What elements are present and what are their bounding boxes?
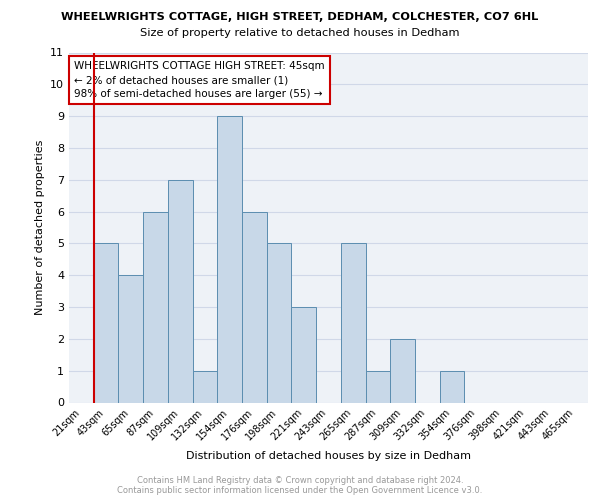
Y-axis label: Number of detached properties: Number of detached properties (35, 140, 44, 315)
Bar (118, 275, 143, 402)
Bar (143, 212, 168, 402)
Bar (292, 307, 316, 402)
Bar (341, 244, 365, 402)
Bar (390, 339, 415, 402)
Bar (267, 244, 292, 402)
Text: Size of property relative to detached houses in Dedham: Size of property relative to detached ho… (140, 28, 460, 38)
X-axis label: Distribution of detached houses by size in Dedham: Distribution of detached houses by size … (186, 450, 471, 460)
Bar (365, 370, 390, 402)
Bar (242, 212, 267, 402)
Bar (168, 180, 193, 402)
Bar (440, 370, 464, 402)
Text: WHEELWRIGHTS COTTAGE, HIGH STREET, DEDHAM, COLCHESTER, CO7 6HL: WHEELWRIGHTS COTTAGE, HIGH STREET, DEDHA… (61, 12, 539, 22)
Text: WHEELWRIGHTS COTTAGE HIGH STREET: 45sqm
← 2% of detached houses are smaller (1)
: WHEELWRIGHTS COTTAGE HIGH STREET: 45sqm … (74, 61, 325, 99)
Bar (94, 244, 118, 402)
Bar (193, 370, 217, 402)
Bar (217, 116, 242, 403)
Text: Contains HM Land Registry data © Crown copyright and database right 2024.
Contai: Contains HM Land Registry data © Crown c… (118, 476, 482, 495)
